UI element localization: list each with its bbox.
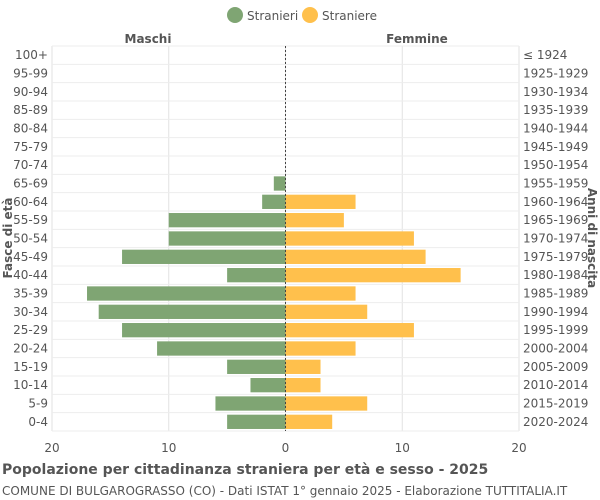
bar-male-60-64 (262, 194, 286, 209)
bar-female-5-9 (285, 396, 368, 411)
legend-swatch-stranieri (227, 7, 243, 23)
bar-female-30-34 (285, 304, 368, 319)
age-label: 90-94 (13, 85, 48, 99)
age-label: 25-29 (13, 323, 48, 337)
bar-female-35-39 (285, 286, 356, 301)
age-label: 85-89 (13, 103, 48, 117)
birth-year-label: 1950-1954 (523, 158, 588, 172)
age-label: 15-19 (13, 360, 48, 374)
age-group-labels: 100+ 95-99 90-94 85-89 80-84 75-79 70-74 65-69 6… (13, 48, 48, 429)
bar-female-25-29 (285, 323, 414, 338)
age-label: 0-4 (28, 415, 48, 429)
birth-year-label: 1970-1974 (523, 232, 588, 246)
birth-year-label: ≤ 1924 (523, 48, 567, 62)
birth-year-label: 1945-1949 (523, 140, 588, 154)
birth-year-label: 2000-2004 (523, 342, 588, 356)
bar-female-20-24 (285, 341, 356, 356)
birth-year-label: 2010-2014 (523, 378, 588, 392)
bar-female-50-54 (285, 231, 414, 246)
legend-label-straniere: Straniere (322, 9, 377, 23)
legend: Stranieri Straniere (227, 7, 377, 23)
x-tick-label: 10 (395, 441, 410, 455)
bar-female-40-44 (285, 268, 461, 283)
x-tick-labels: 20 10 0 10 20 (44, 441, 526, 455)
bar-male-35-39 (87, 286, 286, 301)
birth-year-label: 1985-1989 (523, 287, 588, 301)
birth-year-label: 1940-1944 (523, 122, 588, 136)
bar-female-10-14 (285, 378, 321, 393)
bar-male-55-59 (168, 213, 286, 228)
birth-year-label: 1935-1939 (523, 103, 588, 117)
birth-year-label: 1925-1929 (523, 67, 588, 81)
bar-male-50-54 (168, 231, 286, 246)
age-label: 70-74 (13, 158, 48, 172)
age-label: 20-24 (13, 342, 48, 356)
age-label: 75-79 (13, 140, 48, 154)
birth-year-label: 1965-1969 (523, 213, 588, 227)
age-label: 5-9 (28, 397, 48, 411)
birth-year-label: 1975-1979 (523, 250, 588, 264)
age-label: 35-39 (13, 287, 48, 301)
x-tick-label: 20 (44, 441, 59, 455)
bar-female-0-4 (285, 414, 333, 429)
bar-male-40-44 (227, 268, 286, 283)
birth-year-label: 1980-1984 (523, 268, 588, 282)
birth-year-label: 1930-1934 (523, 85, 588, 99)
age-label: 45-49 (13, 250, 48, 264)
bar-female-60-64 (285, 194, 356, 209)
left-axis-label: Fasce di età (1, 197, 15, 278)
bar-male-45-49 (122, 249, 286, 264)
birth-year-label: 2005-2009 (523, 360, 588, 374)
birth-year-labels: ≤ 1924 1925-1929 1930-1934 1935-1939 1940-19… (523, 48, 588, 429)
age-label: 50-54 (13, 232, 48, 246)
age-label: 80-84 (13, 122, 48, 136)
bars (87, 46, 461, 431)
bar-female-45-49 (285, 249, 426, 264)
bar-male-25-29 (122, 323, 286, 338)
birth-year-label: 2015-2019 (523, 397, 588, 411)
age-label: 55-59 (13, 213, 48, 227)
age-label: 95-99 (13, 67, 48, 81)
age-label: 10-14 (13, 378, 48, 392)
age-label: 65-69 (13, 177, 48, 191)
left-header-maschi: Maschi (125, 32, 172, 46)
birth-year-label: 1955-1959 (523, 177, 588, 191)
population-pyramid-chart: Stranieri Straniere Maschi Femmine Fasce… (1, 7, 599, 455)
bar-male-10-14 (250, 378, 286, 393)
legend-label-stranieri: Stranieri (247, 9, 298, 23)
age-label: 60-64 (13, 195, 48, 209)
chart-subtitle: COMUNE DI BULGAROGRASSO (CO) - Dati ISTA… (2, 484, 568, 498)
bar-male-20-24 (157, 341, 286, 356)
bar-male-5-9 (215, 396, 286, 411)
birth-year-label: 1960-1964 (523, 195, 588, 209)
bar-male-0-4 (227, 414, 286, 429)
bar-male-30-34 (98, 304, 286, 319)
bar-male-65-69 (273, 176, 286, 191)
legend-swatch-straniere (302, 7, 318, 23)
chart-title: Popolazione per cittadinanza straniera p… (2, 462, 489, 478)
right-header-femmine: Femmine (386, 32, 448, 46)
bar-female-55-59 (285, 213, 344, 228)
x-tick-label: 10 (161, 441, 176, 455)
birth-year-label: 1995-1999 (523, 323, 588, 337)
x-tick-label: 20 (511, 441, 526, 455)
x-tick-label: 0 (282, 441, 290, 455)
age-label: 30-34 (13, 305, 48, 319)
right-axis-label: Anni di nascita (585, 188, 599, 288)
birth-year-label: 1990-1994 (523, 305, 588, 319)
bar-female-15-19 (285, 359, 321, 374)
age-label: 100+ (15, 48, 48, 62)
birth-year-label: 2020-2024 (523, 415, 588, 429)
age-label: 40-44 (13, 268, 48, 282)
bar-male-15-19 (227, 359, 286, 374)
